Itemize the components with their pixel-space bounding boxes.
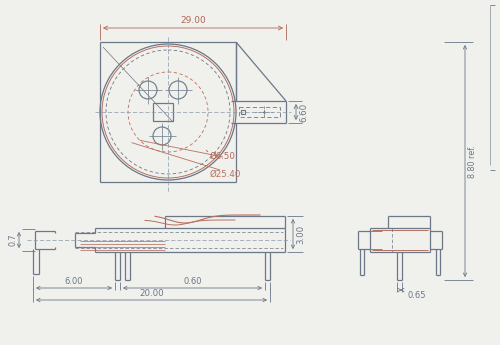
Text: 8.80 ref.: 8.80 ref. [468, 145, 477, 177]
Text: Ø6.50: Ø6.50 [210, 152, 236, 161]
Text: 6.00: 6.00 [65, 277, 83, 286]
Text: 20.00: 20.00 [139, 289, 164, 298]
Text: 6.60: 6.60 [299, 102, 308, 121]
Text: 0.60: 0.60 [183, 277, 202, 286]
Text: 3.00: 3.00 [296, 225, 305, 244]
Text: 29.00: 29.00 [180, 16, 206, 25]
Text: 0.65: 0.65 [408, 291, 426, 300]
Bar [241, 110, 245, 114]
Bar [239, 107, 280, 117]
Text: Ø25.40: Ø25.40 [210, 170, 242, 179]
Bar [153, 103, 173, 121]
Text: 0.7: 0.7 [8, 234, 17, 246]
